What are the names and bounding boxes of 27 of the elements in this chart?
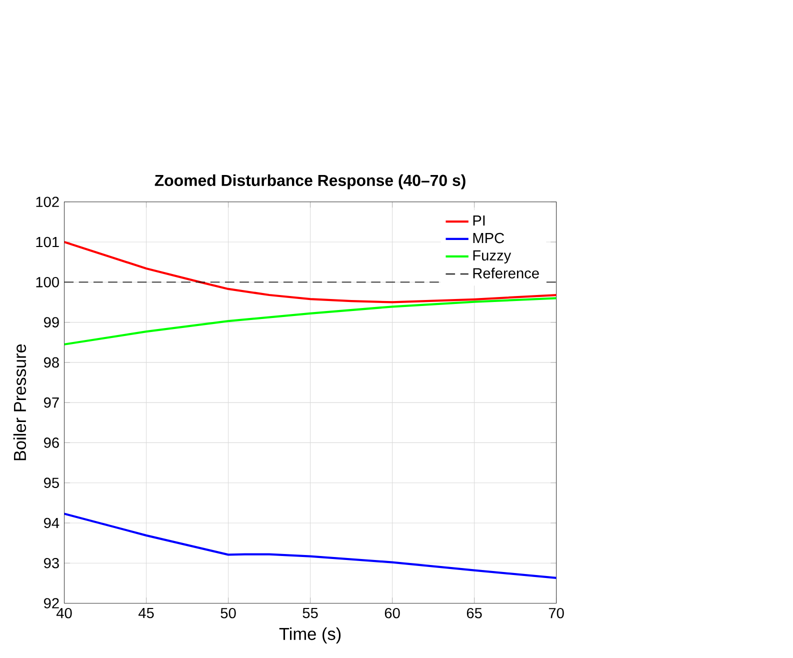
y-tick-label: 98: [44, 357, 59, 368]
x-tick-label: 50: [220, 608, 236, 618]
y-tick-label: 99: [44, 317, 59, 328]
x-tick-label: 40: [56, 608, 72, 618]
legend-label: PI: [473, 215, 485, 226]
y-tick-label: 94: [44, 518, 60, 528]
y-tick-label: 101: [36, 236, 59, 248]
legend-label: Fuzzy: [473, 250, 512, 264]
legend-label: MPC: [473, 232, 504, 244]
y-tick-label: 100: [36, 276, 59, 288]
y-tick-label: 95: [44, 478, 59, 488]
x-tick-label: 60: [384, 608, 400, 618]
x-tick-label: 65: [466, 608, 482, 618]
y-tick-label: 102: [36, 196, 59, 208]
y-axis-title: Boiler Pressure: [13, 344, 26, 460]
y-tick-label: 92: [44, 598, 59, 608]
x-tick-label: 70: [548, 608, 564, 618]
chart-title: Zoomed Disturbance Response (40–70 s): [154, 174, 466, 190]
y-tick-label: 93: [44, 558, 59, 568]
x-axis-title: Time (s): [279, 627, 341, 644]
x-tick-label: 55: [302, 608, 318, 618]
line-series: [64, 512, 556, 580]
y-tick-label: 97: [44, 397, 59, 408]
line-series: [64, 297, 556, 346]
y-tick-label: 96: [44, 438, 59, 448]
legend-label: Reference: [473, 268, 539, 278]
x-tick-label: 45: [138, 608, 154, 618]
